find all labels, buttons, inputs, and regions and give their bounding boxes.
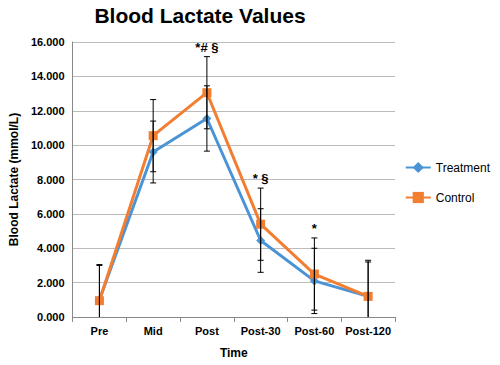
svg-text:10.000: 10.000 bbox=[31, 139, 65, 151]
svg-text:12.000: 12.000 bbox=[31, 105, 65, 117]
svg-text:Pre: Pre bbox=[91, 325, 109, 337]
svg-text:* §: * § bbox=[253, 171, 269, 186]
svg-text:0.000: 0.000 bbox=[37, 311, 65, 323]
svg-text:2.000: 2.000 bbox=[37, 277, 65, 289]
svg-text:Treatment: Treatment bbox=[436, 161, 491, 175]
svg-text:Post: Post bbox=[195, 325, 219, 337]
svg-text:*# §: *# § bbox=[195, 40, 218, 55]
svg-text:Time: Time bbox=[220, 346, 248, 360]
svg-text:16.000: 16.000 bbox=[31, 36, 65, 48]
svg-text:8.000: 8.000 bbox=[37, 174, 65, 186]
svg-text:Blood Lactate (mmol/L): Blood Lactate (mmol/L) bbox=[7, 113, 21, 246]
svg-text:Mid: Mid bbox=[144, 325, 163, 337]
svg-text:Post-120: Post-120 bbox=[345, 325, 391, 337]
svg-text:4.000: 4.000 bbox=[37, 242, 65, 254]
svg-text:Post-60: Post-60 bbox=[295, 325, 335, 337]
svg-text:Post-30: Post-30 bbox=[241, 325, 281, 337]
svg-text:Control: Control bbox=[436, 191, 475, 205]
svg-text:*: * bbox=[312, 221, 318, 236]
svg-text:14.000: 14.000 bbox=[31, 70, 65, 82]
svg-text:Blood Lactate Values: Blood Lactate Values bbox=[94, 4, 305, 27]
svg-text:6.000: 6.000 bbox=[37, 208, 65, 220]
